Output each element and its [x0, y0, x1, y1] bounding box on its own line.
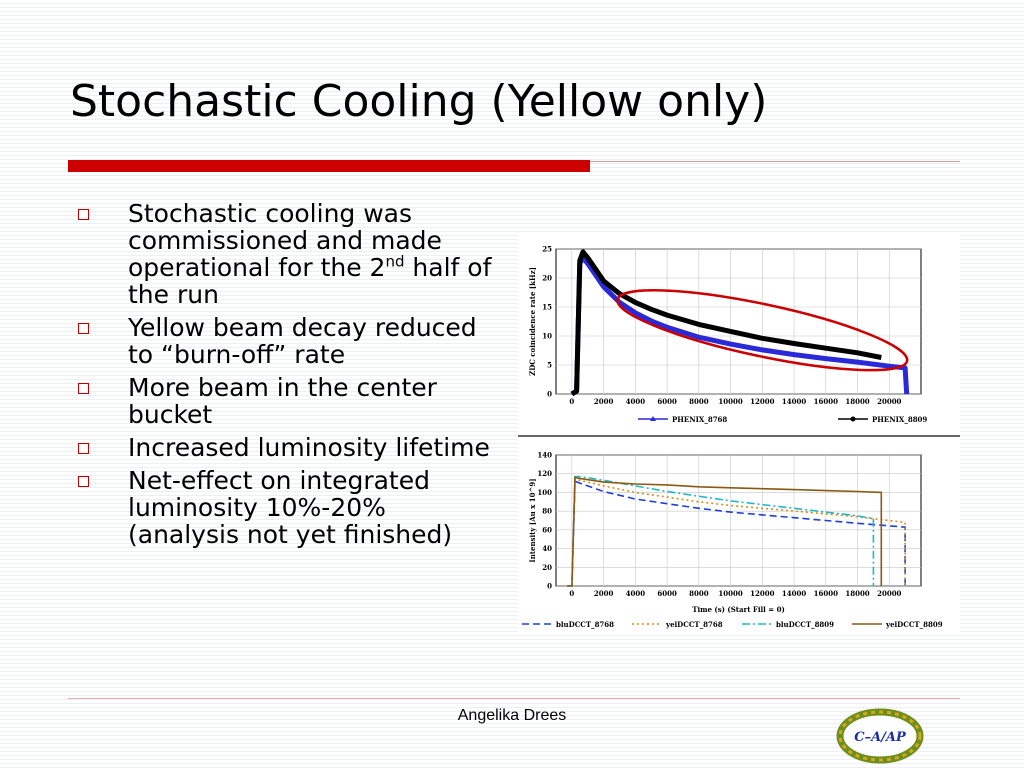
bullet-item: Yellow beam decay reduced to “burn-off” … [76, 314, 496, 368]
footer-author: Angelika Drees [457, 707, 567, 724]
x-tick-label: 16000 [814, 589, 838, 598]
bullet-item: More beam in the center bucket [76, 374, 496, 428]
x-tick-label: 20000 [877, 589, 901, 598]
y-tick-label: 100 [537, 488, 552, 497]
x-tick-label: 18000 [845, 589, 869, 598]
bullet-item: Net-effect on integrated luminosity 10%-… [76, 467, 496, 548]
x-tick-label: 8000 [689, 589, 709, 598]
y-tick-label: 20 [542, 563, 552, 572]
series-line-bludcct-8768 [567, 480, 906, 587]
x-tick-label: 0 [569, 589, 574, 598]
plot-area [555, 454, 922, 587]
title-underline-thin [590, 161, 960, 162]
series-line-core [571, 250, 882, 395]
legend-label: yelDCCT_8809 [885, 620, 943, 629]
legend-label: PHENIX_8768 [672, 415, 727, 424]
x-tick-label: 2000 [594, 397, 614, 406]
title-underline-bar [68, 160, 590, 172]
cad-logo: C–A/AP [836, 708, 924, 764]
square-bullet-icon [78, 323, 89, 334]
y-tick-label: 0 [547, 582, 552, 591]
x-tick-label: 16000 [814, 397, 838, 406]
y-tick-label: 10 [542, 332, 552, 341]
series-line-yeldcct-8809 [567, 476, 883, 587]
square-bullet-icon [78, 209, 89, 220]
x-tick-label: 14000 [782, 589, 806, 598]
legend-label: yelDCCT_8768 [665, 620, 723, 629]
bullet-text: Net-effect on integrated luminosity 10%-… [128, 466, 453, 549]
y-tick-label: 80 [542, 507, 552, 516]
x-tick-label: 8000 [689, 397, 709, 406]
x-tick-label: 14000 [782, 397, 806, 406]
bullet-list: Stochastic cooling was commissioned and … [76, 200, 496, 554]
y-tick-label: 5 [547, 361, 552, 370]
bullet-superscript: nd [385, 252, 405, 271]
y-tick-label: 20 [542, 274, 552, 283]
zdc-rate-chart: 0 2000 4000 6000 8000 10000 12000 14000 16000 180… [528, 245, 927, 425]
x-tick-label: 2000 [594, 589, 614, 598]
square-bullet-icon [78, 443, 89, 454]
y-tick-label: 60 [542, 525, 552, 534]
footer-rule [68, 698, 960, 699]
square-bullet-icon [78, 383, 89, 394]
legend-label: PHENIX_8809 [872, 415, 927, 424]
x-tick-label: 20000 [877, 397, 901, 406]
logo-text: C–A/AP [854, 730, 907, 745]
y-tick-label: 0 [547, 390, 552, 399]
x-tick-label: 12000 [750, 397, 774, 406]
bullet-text: Increased luminosity lifetime [128, 433, 490, 462]
x-tick-label: 4000 [626, 397, 646, 406]
y-tick-label: 140 [537, 451, 552, 460]
x-tick-label: 18000 [845, 397, 869, 406]
y-tick-label: 120 [537, 469, 552, 478]
x-tick-label: 12000 [750, 589, 774, 598]
series-line-core [571, 256, 908, 395]
legend-label: bluDCCT_8768 [556, 620, 614, 629]
legend-marker [650, 416, 656, 421]
x-tick-label: 10000 [718, 589, 742, 598]
x-tick-label: 10000 [718, 397, 742, 406]
square-bullet-icon [78, 476, 89, 487]
bullet-item: Increased luminosity lifetime [76, 434, 496, 461]
bullet-item: Stochastic cooling was commissioned and … [76, 200, 496, 308]
bullet-text: Stochastic cooling was commissioned and … [128, 199, 442, 282]
x-tick-label: 4000 [626, 589, 646, 598]
x-tick-label: 0 [569, 397, 574, 406]
slide-title: Stochastic Cooling (Yellow only) [70, 76, 768, 127]
highlight-ellipse [616, 289, 909, 372]
x-tick-label: 6000 [657, 589, 677, 598]
legend-label: bluDCCT_8809 [776, 620, 834, 629]
logo-center [849, 720, 911, 752]
y-axis-label: Intensity [Au x 10^9] [528, 478, 537, 562]
x-axis-label: Time (s) (Start Fill = 0) [692, 605, 785, 614]
y-axis-label: ZDC coincidence rate [kHz] [528, 267, 537, 376]
legend-marker [850, 416, 856, 422]
series-line-yeldcct-8768 [567, 478, 906, 587]
y-tick-label: 15 [542, 303, 552, 312]
logo-ring-stripe [838, 710, 922, 762]
y-tick-label: 25 [542, 245, 552, 254]
bullet-text: Yellow beam decay reduced to “burn-off” … [128, 313, 477, 369]
x-tick-label: 6000 [657, 397, 677, 406]
charts-panel: 0 2000 4000 6000 8000 10000 12000 14000 16000 180… [518, 235, 960, 635]
bullet-text-continued: half of the run [128, 253, 492, 309]
y-tick-label: 40 [542, 544, 552, 553]
bullet-text: More beam in the center bucket [128, 373, 437, 429]
series-line-bludcct-8809 [567, 475, 875, 587]
intensity-chart: 0 2000 4000 6000 8000 10000 12000 14000 16000 180… [522, 451, 943, 629]
plot-area [555, 248, 922, 395]
